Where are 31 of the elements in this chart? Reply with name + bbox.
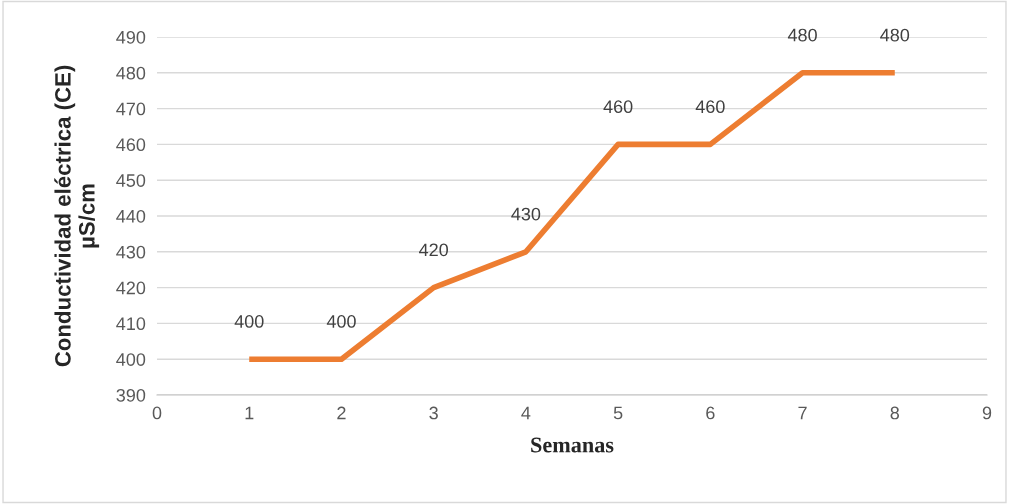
y-tick-label: 390	[116, 388, 146, 402]
x-tick-label: 4	[521, 406, 531, 420]
y-tick-label: 410	[116, 317, 146, 331]
x-tick-label: 3	[429, 406, 438, 420]
x-tick-label: 0	[152, 406, 162, 420]
data-label: 460	[603, 100, 633, 114]
x-tick-label: 6	[706, 406, 715, 420]
data-label: 480	[787, 28, 817, 42]
x-tick-label: 9	[982, 406, 992, 420]
x-tick-label: 2	[337, 406, 346, 420]
x-tick-label: 5	[613, 406, 623, 420]
y-tick-label: 470	[116, 102, 146, 116]
data-label: 430	[511, 207, 541, 221]
data-label: 400	[326, 315, 356, 328]
y-tick-label: 420	[116, 281, 146, 295]
x-axis-title: Semanas	[531, 437, 614, 453]
data-label: 420	[419, 243, 449, 257]
y-tick-label: 400	[116, 353, 146, 366]
y-tick-label: 450	[116, 174, 146, 187]
data-label: 480	[880, 28, 910, 42]
x-tick-label: 8	[890, 406, 900, 420]
y-tick-label: 430	[116, 245, 146, 259]
y-tick-label: 460	[116, 138, 146, 152]
x-tick-label: 1	[245, 406, 254, 420]
x-tick-label: 7	[798, 406, 807, 420]
y-axis-title: Conductividad eléctrica (CE) µS/cm	[54, 65, 100, 367]
data-label: 400	[234, 315, 264, 328]
data-label: 460	[695, 100, 725, 114]
y-tick-label: 490	[116, 30, 146, 44]
y-tick-label: 480	[116, 66, 146, 80]
y-tick-label: 440	[116, 209, 146, 223]
